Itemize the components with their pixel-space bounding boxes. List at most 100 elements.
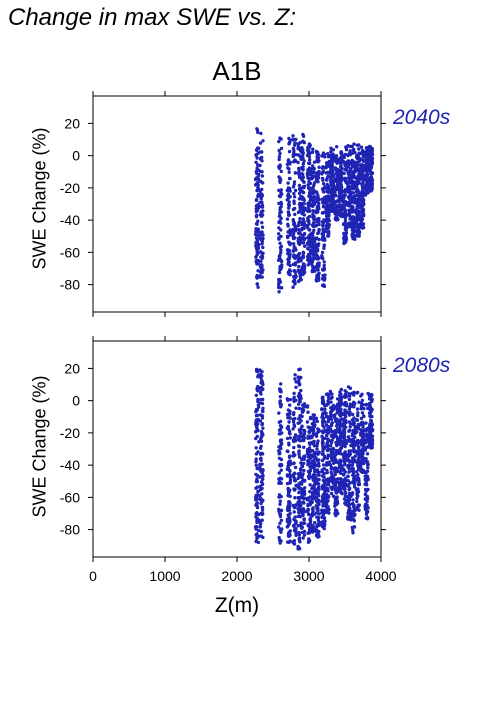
data-point xyxy=(256,384,260,389)
data-point xyxy=(288,138,292,142)
data-point xyxy=(255,518,259,522)
data-point xyxy=(310,497,314,501)
data-point xyxy=(320,441,325,446)
data-point xyxy=(350,187,355,191)
data-point xyxy=(306,226,310,230)
data-point xyxy=(363,492,368,496)
data-point xyxy=(323,436,327,441)
data-point xyxy=(348,194,352,198)
data-point xyxy=(287,532,291,536)
data-point xyxy=(298,188,302,192)
data-point xyxy=(365,494,370,499)
data-point xyxy=(305,153,310,158)
data-point xyxy=(359,459,363,464)
data-point xyxy=(322,190,326,194)
data-point xyxy=(359,203,363,207)
data-point xyxy=(327,511,331,515)
data-point xyxy=(351,195,355,199)
data-point xyxy=(334,159,338,163)
data-point xyxy=(302,521,307,525)
data-point xyxy=(362,414,366,418)
data-point xyxy=(255,466,259,471)
data-point xyxy=(258,189,262,193)
data-point xyxy=(316,176,320,180)
data-point xyxy=(347,392,351,396)
data-point xyxy=(291,154,295,159)
data-point xyxy=(279,468,283,472)
data-point xyxy=(301,139,305,144)
data-point xyxy=(311,268,315,272)
data-point xyxy=(329,150,333,154)
data-point xyxy=(292,423,296,427)
data-point xyxy=(361,181,365,185)
data-point xyxy=(279,442,284,446)
data-point xyxy=(339,174,344,178)
data-point xyxy=(254,452,259,456)
data-point xyxy=(311,440,315,444)
data-point xyxy=(279,446,283,451)
data-point xyxy=(352,450,356,454)
data-point xyxy=(302,492,307,496)
data-point xyxy=(343,216,348,220)
data-point xyxy=(326,217,331,221)
data-point xyxy=(254,242,258,246)
data-point xyxy=(352,421,356,425)
panel-label-2080s: 2080s xyxy=(393,354,451,377)
data-point xyxy=(306,168,310,172)
data-point xyxy=(348,386,353,390)
data-point xyxy=(291,524,296,528)
data-point xyxy=(317,502,321,507)
data-point xyxy=(261,209,265,213)
data-point xyxy=(258,368,262,372)
data-point xyxy=(312,160,317,164)
data-point xyxy=(342,497,347,501)
data-point xyxy=(348,167,352,171)
data-point xyxy=(356,473,360,477)
data-point xyxy=(300,207,304,211)
data-point xyxy=(277,232,281,236)
data-point xyxy=(333,190,337,194)
data-point xyxy=(258,150,263,154)
data-point xyxy=(277,157,281,162)
data-point xyxy=(359,222,364,226)
data-point xyxy=(325,212,329,216)
data-point xyxy=(277,283,281,287)
data-point xyxy=(365,497,369,501)
data-point xyxy=(258,169,263,174)
data-point xyxy=(258,475,262,479)
data-point xyxy=(256,540,261,545)
data-point xyxy=(286,540,290,544)
data-point xyxy=(347,413,352,417)
x-tick-label: 2000 xyxy=(221,568,252,584)
data-point xyxy=(365,162,369,167)
data-point xyxy=(369,172,374,176)
data-point xyxy=(288,529,292,533)
data-point xyxy=(330,174,334,178)
data-point xyxy=(292,242,296,246)
data-point xyxy=(261,477,265,481)
data-point xyxy=(314,179,318,183)
data-point xyxy=(359,176,363,180)
data-point xyxy=(334,491,339,495)
data-point xyxy=(288,403,292,407)
data-point xyxy=(355,430,359,434)
data-point xyxy=(292,445,296,450)
data-point xyxy=(346,474,350,478)
data-point xyxy=(255,387,259,392)
data-point xyxy=(255,239,259,243)
data-point xyxy=(317,261,321,265)
data-point xyxy=(329,158,334,162)
data-point xyxy=(293,465,298,470)
data-point xyxy=(362,406,366,411)
data-point xyxy=(301,241,306,245)
data-point xyxy=(363,487,368,492)
data-point xyxy=(313,423,317,427)
data-point xyxy=(320,415,324,419)
data-point xyxy=(356,451,360,456)
data-point xyxy=(347,439,351,443)
data-point xyxy=(343,207,347,211)
data-point xyxy=(351,440,355,444)
data-point xyxy=(260,432,264,436)
data-point xyxy=(255,425,259,429)
data-point xyxy=(260,462,264,466)
